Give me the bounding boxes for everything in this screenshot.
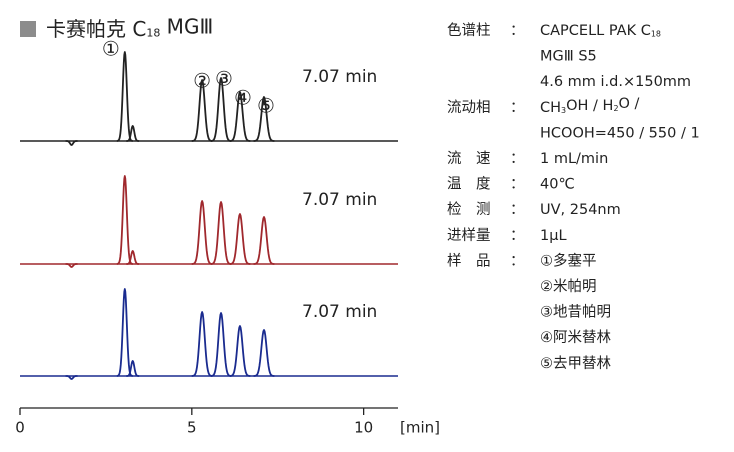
subscript: 3 xyxy=(561,106,566,115)
condition-value: MGⅢ S5 xyxy=(540,49,597,65)
text-run: 40℃ xyxy=(540,177,575,193)
chart-title: 卡赛帕克 C18 MGⅢ xyxy=(46,14,213,41)
condition-separator: ： xyxy=(510,23,525,39)
text-run: ④阿米替林 xyxy=(540,329,611,346)
condition-label: 检 测 xyxy=(447,201,491,218)
title-marker xyxy=(20,21,36,37)
condition-value: ②米帕明 xyxy=(540,278,597,295)
text-run: 4.6 mm i.d.×150mm xyxy=(540,74,691,90)
text-run: CAPCELL PAK C xyxy=(540,23,651,39)
text-run: 1μL xyxy=(540,228,567,244)
x-tick-label: 0 xyxy=(15,419,25,437)
peak xyxy=(253,329,275,377)
text-run: MGⅢ xyxy=(160,14,213,38)
text-run: O / xyxy=(619,96,640,112)
peak xyxy=(210,201,232,265)
condition-value: 1 mL/min xyxy=(540,151,608,167)
x-axis-label: [min] xyxy=(400,419,440,437)
text-run: 卡赛帕克 C xyxy=(46,17,146,41)
peak xyxy=(125,360,140,377)
condition-label: 流 速 xyxy=(447,150,491,167)
condition-value: ⑤去甲替林 xyxy=(540,355,611,372)
annotation: 7.07 min xyxy=(302,67,377,87)
condition-value: ④阿米替林 xyxy=(540,329,611,346)
condition-label: 温 度 xyxy=(447,176,491,193)
peak xyxy=(191,311,213,377)
condition-value: UV, 254nm xyxy=(540,202,621,218)
condition-value: CAPCELL PAK C18 xyxy=(540,23,661,39)
condition-label: 样 品 xyxy=(447,252,491,269)
text-run: ③地昔帕明 xyxy=(540,304,611,321)
peak xyxy=(65,263,79,268)
subscript: 18 xyxy=(651,29,661,38)
peak-label: ③ xyxy=(215,67,233,91)
condition-value: ③地昔帕明 xyxy=(540,304,611,321)
condition-separator: ： xyxy=(510,202,525,218)
condition-separator: ： xyxy=(510,253,525,269)
text-run: OH / H xyxy=(566,98,613,114)
condition-value: 40℃ xyxy=(540,177,575,193)
text-run: ⑤去甲替林 xyxy=(540,355,611,372)
annotation: 7.07 min xyxy=(302,190,377,210)
text-run: ②米帕明 xyxy=(540,278,597,295)
peak xyxy=(229,325,251,377)
subscript: 2 xyxy=(613,104,618,113)
peak xyxy=(116,175,134,265)
peak-label: ② xyxy=(193,69,211,93)
text-run: CH xyxy=(540,100,561,116)
peak xyxy=(191,200,213,265)
condition-value: 4.6 mm i.d.×150mm xyxy=(540,74,691,90)
peak xyxy=(210,312,232,377)
peak xyxy=(116,51,134,142)
condition-separator: ： xyxy=(510,151,525,167)
condition-value: HCOOH=450 / 550 / 1 xyxy=(540,125,700,141)
peak-label: ① xyxy=(102,37,120,61)
text-run: MGⅢ S5 xyxy=(540,49,597,65)
condition-label: 色谱柱 xyxy=(447,22,491,39)
peak xyxy=(229,213,251,265)
subscript: 18 xyxy=(146,26,160,39)
peak xyxy=(253,96,275,142)
condition-separator: ： xyxy=(510,100,525,116)
peak-label: ④ xyxy=(234,86,252,110)
peak-label: ⑤ xyxy=(257,94,275,118)
peak xyxy=(210,77,232,142)
condition-label: 流动相 xyxy=(447,99,491,116)
peak xyxy=(125,250,140,265)
text-run: ①多塞平 xyxy=(540,251,597,269)
peak xyxy=(125,125,140,142)
condition-separator: ： xyxy=(510,177,525,193)
condition-label: 进样量 xyxy=(447,227,491,244)
peak xyxy=(116,288,134,377)
text-run: UV, 254nm xyxy=(540,202,621,218)
annotation: 7.07 min xyxy=(302,302,377,322)
condition-value: ①多塞平 xyxy=(540,251,597,269)
peak xyxy=(191,79,213,142)
x-tick-label: 10 xyxy=(354,419,373,437)
condition-value: 1μL xyxy=(540,228,567,244)
peak xyxy=(253,216,275,265)
peak xyxy=(65,140,79,146)
peak xyxy=(229,91,251,142)
peak xyxy=(65,375,79,380)
condition-separator: ： xyxy=(510,228,525,244)
text-run: HCOOH=450 / 550 / 1 xyxy=(540,125,700,141)
condition-value: CH3OH / H2O / xyxy=(540,96,640,116)
text-run: 1 mL/min xyxy=(540,151,608,167)
x-tick-label: 5 xyxy=(187,419,197,437)
